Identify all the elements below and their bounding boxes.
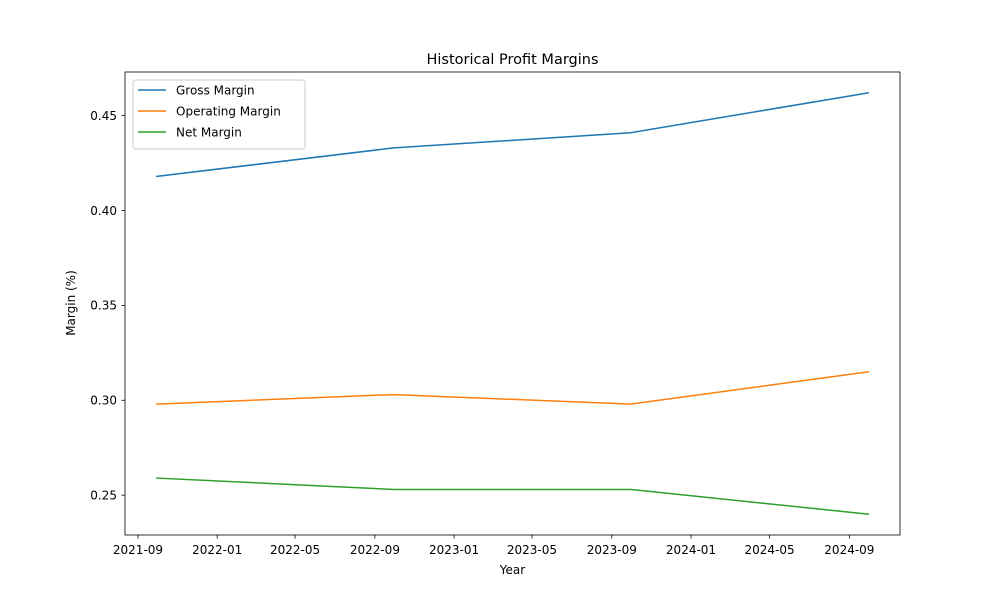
legend: Gross Margin Operating Margin Net Margin bbox=[132, 79, 306, 150]
x-tick-label: 2023-01 bbox=[429, 543, 479, 557]
axes: 2021-09 2022-01 2022-05 2022-09 2023-01 2023-… bbox=[90, 71, 901, 557]
y-tick-label: 0.45 bbox=[90, 109, 117, 123]
legend-box bbox=[132, 79, 306, 150]
legend-label: Gross Margin bbox=[176, 83, 255, 97]
y-tick-label: 0.40 bbox=[90, 204, 117, 218]
series-line-1 bbox=[155, 92, 870, 178]
x-axis-title: Year bbox=[499, 563, 525, 577]
series-line-3 bbox=[156, 477, 870, 515]
y-tick-label: 0.25 bbox=[90, 488, 117, 502]
x-tick-label: 2022-05 bbox=[270, 543, 320, 557]
x-tick-label: 2023-09 bbox=[587, 543, 637, 557]
x-tick-label: 2023-05 bbox=[507, 543, 557, 557]
x-tick-label: 2024-05 bbox=[744, 543, 794, 557]
y-tick-label: 0.35 bbox=[90, 299, 117, 313]
plot-area bbox=[155, 92, 870, 515]
axes-frame bbox=[124, 71, 901, 536]
chart-title: Historical Profit Margins bbox=[426, 52, 598, 68]
x-tick-label: 2022-09 bbox=[350, 543, 400, 557]
x-tick-label: 2021-09 bbox=[113, 543, 163, 557]
x-tick-label: 2024-09 bbox=[824, 543, 874, 557]
series-line-2 bbox=[156, 370, 870, 405]
x-tick-label: 2022-01 bbox=[192, 543, 242, 557]
y-tick-label: 0.30 bbox=[90, 394, 117, 408]
x-tick-label: 2024-01 bbox=[666, 543, 716, 557]
legend-label: Operating Margin bbox=[176, 104, 281, 118]
y-axis-title: Margin (%) bbox=[64, 270, 78, 336]
legend-label: Net Margin bbox=[176, 125, 242, 139]
